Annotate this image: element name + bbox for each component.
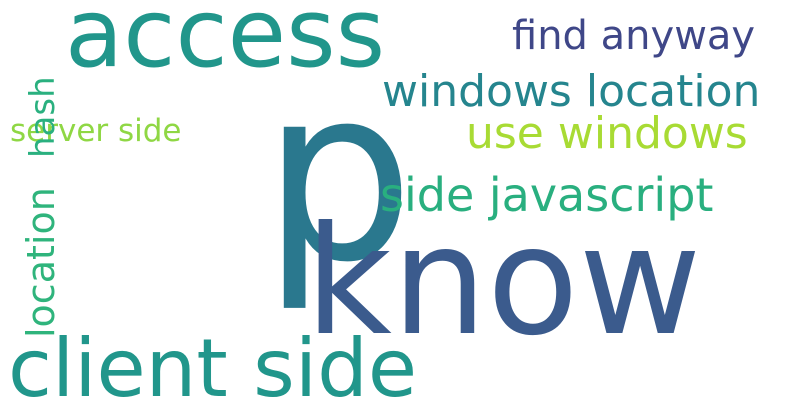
- word-location: location: [19, 187, 63, 338]
- word-access: access: [65, 0, 385, 89]
- word-use-windows: use windows: [466, 108, 748, 159]
- word-client-side: client side: [8, 322, 417, 400]
- word-hash: hash: [23, 76, 63, 158]
- word-side-javascript: side javascript: [380, 168, 713, 222]
- word-find-anyway: find anyway: [512, 13, 755, 59]
